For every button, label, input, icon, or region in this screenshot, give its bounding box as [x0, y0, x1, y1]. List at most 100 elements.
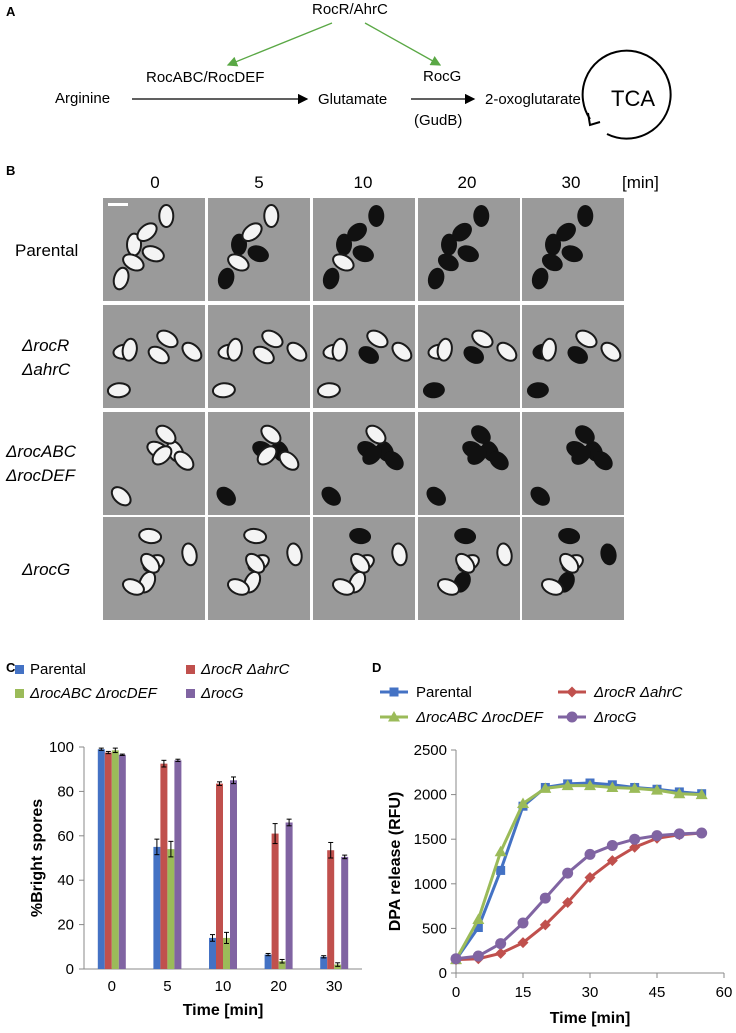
- spore: [600, 543, 617, 566]
- spore: [316, 382, 341, 399]
- spore: [141, 245, 165, 263]
- dark-spore: [467, 445, 487, 465]
- spore: [247, 245, 269, 263]
- legend-swatch: [15, 665, 24, 674]
- micrograph-image: [122, 527, 198, 596]
- spore: [571, 445, 591, 465]
- spore: [211, 382, 236, 399]
- spore: [181, 341, 203, 362]
- micrograph-image: [332, 527, 408, 596]
- timepoint-label: 0: [150, 173, 160, 192]
- spore: [441, 233, 458, 256]
- data-series: [450, 827, 708, 965]
- bright-spore: [559, 552, 580, 574]
- dark-spore: [571, 445, 591, 465]
- spore: [245, 552, 266, 574]
- spore: [336, 233, 353, 256]
- bright-spore: [278, 450, 300, 471]
- bright-spore: [151, 445, 173, 466]
- bright-spore: [227, 578, 250, 596]
- tca-label: TCA: [611, 86, 655, 111]
- spore: [332, 253, 355, 272]
- dark-spore: [454, 527, 477, 545]
- y-tick-label: 0: [66, 961, 74, 978]
- x-tick-label: 60: [716, 984, 733, 1001]
- y-tick-label: 1500: [414, 831, 447, 848]
- spore: [457, 245, 479, 263]
- dark-spore: [575, 425, 595, 444]
- panel-b-letter: B: [6, 163, 16, 178]
- spore: [241, 222, 263, 243]
- spore: [321, 486, 341, 506]
- bar: [341, 856, 349, 969]
- y-axis-title: DPA release (RFU): [387, 792, 404, 932]
- spore: [322, 267, 340, 290]
- legend-label: ΔrocABC ΔrocDEF: [415, 709, 544, 726]
- data-point: [651, 830, 663, 842]
- micrograph-tile: [208, 517, 310, 620]
- dark-spore: [352, 245, 374, 263]
- micrograph-image: [541, 527, 617, 596]
- regulator-label: RocR/AhrC: [312, 1, 388, 18]
- spore: [147, 345, 170, 365]
- bright-spore: [138, 527, 163, 545]
- spore: [331, 337, 348, 362]
- spore: [136, 222, 158, 243]
- regulation-arrow-right: [364, 22, 442, 66]
- dark-spore: [489, 451, 509, 471]
- data-point: [495, 938, 507, 950]
- spore: [368, 204, 385, 227]
- data-point: [584, 848, 596, 860]
- bar: [209, 937, 216, 969]
- spore: [463, 346, 484, 364]
- data-point: [495, 947, 507, 959]
- dark-spore: [471, 425, 491, 444]
- bright-spore: [147, 345, 170, 365]
- spore: [347, 222, 367, 242]
- x-tick-label: 5: [163, 978, 171, 995]
- dark-spore: [593, 451, 613, 471]
- data-point: [539, 782, 552, 793]
- spore: [558, 527, 581, 545]
- y-tick-label: 40: [57, 872, 74, 889]
- dark-spore: [217, 267, 235, 290]
- bar: [320, 956, 328, 969]
- bar: [97, 749, 105, 969]
- spore: [158, 203, 175, 228]
- spore: [422, 382, 445, 399]
- micrograph-tile: [522, 305, 624, 408]
- spore: [436, 337, 453, 362]
- dark-spore: [541, 253, 563, 272]
- data-point: [517, 917, 529, 929]
- enzyme2-alt-label: (GudB): [414, 112, 463, 129]
- bright-spore: [226, 337, 243, 362]
- legend-label: ΔrocR ΔahrC: [593, 684, 683, 701]
- dark-spore: [558, 527, 581, 545]
- y-tick-label: 80: [57, 783, 74, 800]
- micrograph-tile: [313, 412, 415, 515]
- data-point: [606, 781, 619, 792]
- enzyme2-label: RocG: [423, 68, 462, 85]
- micrograph-tile: [208, 305, 310, 408]
- spore: [181, 542, 198, 567]
- bright-spore: [600, 341, 622, 362]
- micrograph-image: [426, 425, 509, 506]
- y-tick-label: 1000: [414, 876, 447, 893]
- dark-spore: [463, 346, 484, 364]
- data-point: [566, 711, 578, 723]
- spore: [362, 445, 382, 465]
- legend-swatch: [186, 689, 195, 698]
- spore: [556, 222, 576, 242]
- bright-spore: [366, 329, 389, 349]
- bright-spore: [365, 424, 387, 445]
- x-tick-label: 30: [326, 978, 343, 995]
- row-label-parental: Parental: [15, 241, 79, 260]
- spore: [455, 552, 476, 574]
- bright-spore: [286, 341, 308, 362]
- bright-spore: [541, 578, 564, 596]
- data-point: [606, 839, 618, 851]
- bar: [167, 849, 175, 969]
- micrograph-tile: [418, 412, 520, 515]
- spore: [173, 450, 195, 471]
- bright-spore: [122, 253, 145, 272]
